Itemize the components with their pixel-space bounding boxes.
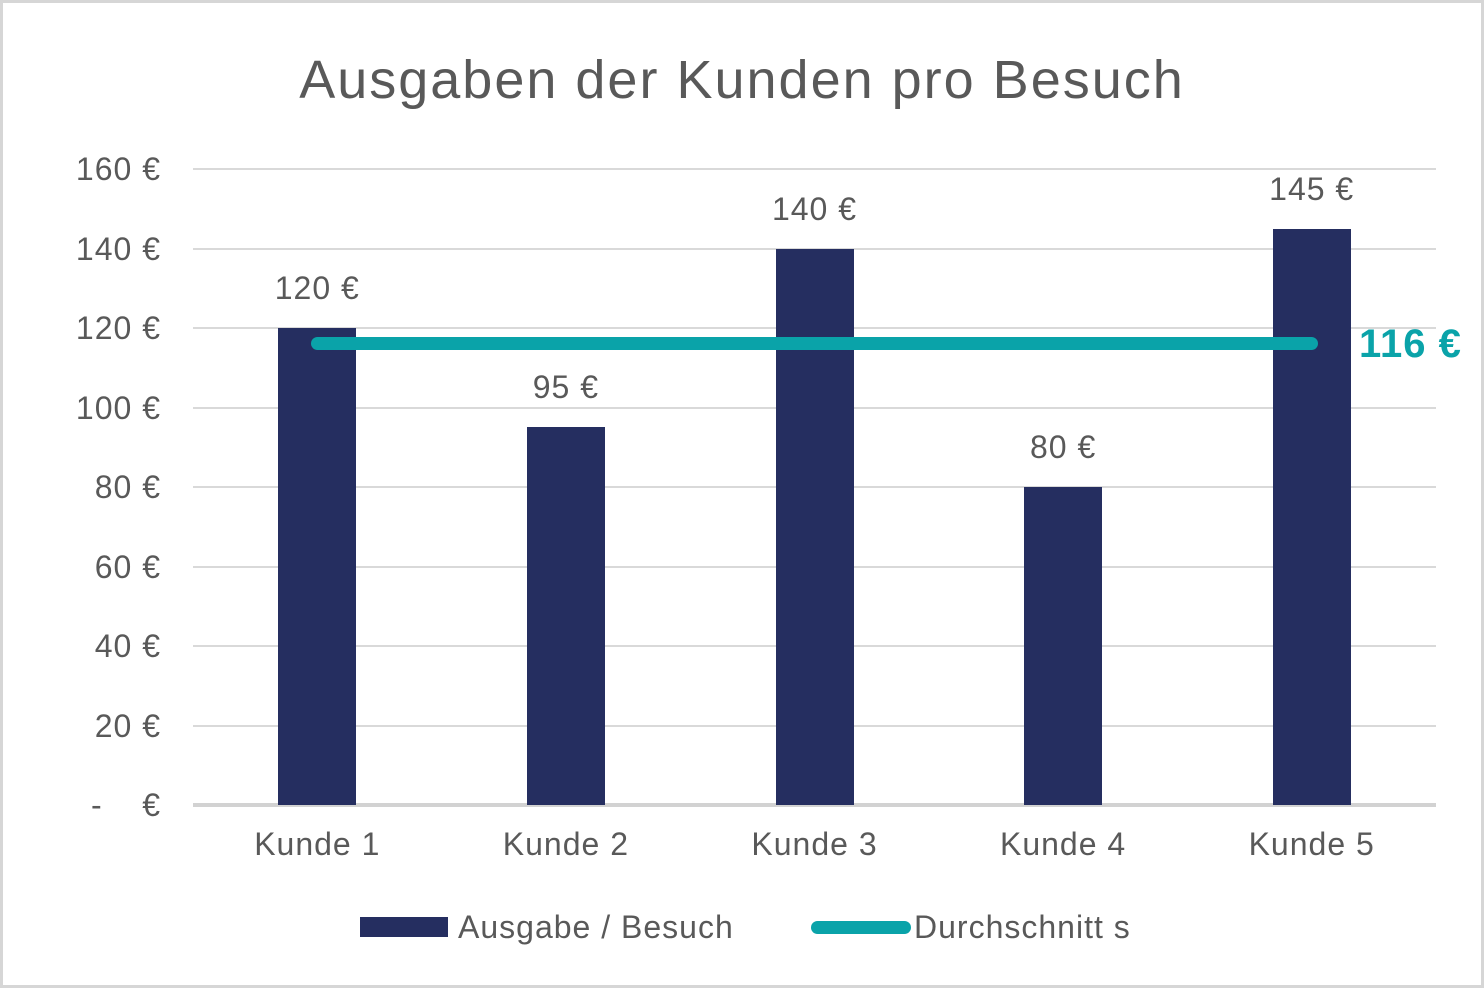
y-axis-tick-label: - € (90, 787, 161, 823)
y-axis-tick-label: 60 € (94, 548, 161, 585)
bar-value-label: 145 € (1269, 170, 1355, 207)
legend-item-ausgabe: Ausgabe / Besuch (360, 907, 734, 947)
legend-label-ausgabe: Ausgabe / Besuch (458, 908, 734, 945)
x-axis-line (193, 803, 1436, 807)
x-axis-category-label: Kunde 2 (502, 826, 629, 862)
chart-title: Ausgaben der Kunden pro Besuch (299, 50, 1185, 110)
bar-kunde-1 (278, 328, 357, 805)
plot-area: - € 20 € 40 € 60 € 80 € 100 € 120 € 140 € 160 € 1… (3, 3, 1481, 985)
legend-label-durchschnitt: Durchschnitt s (914, 908, 1131, 945)
bar-kunde-2 (526, 427, 605, 805)
y-axis-tick-label: 20 € (94, 707, 161, 744)
x-axis-category-label: Kunde 1 (254, 826, 381, 862)
x-axis-category-label: Kunde 5 (1248, 826, 1375, 862)
y-axis-tick-label: 100 € (75, 389, 161, 426)
y-axis-tick-label: 80 € (94, 469, 161, 505)
bar-kunde-5 (1272, 228, 1351, 805)
legend-bar-swatch-icon (360, 917, 448, 937)
bar-kunde-3 (775, 248, 854, 805)
bar-value-label: 120 € (274, 270, 360, 306)
y-axis-tick-label: 40 € (94, 628, 161, 664)
legend-line-swatch-icon (811, 920, 911, 934)
bar-value-label: 140 € (771, 190, 858, 227)
bar-value-label: 95 € (532, 369, 600, 406)
bar-kunde-4 (1024, 487, 1103, 805)
legend-item-durchschnitt: Durchschnitt s (811, 907, 1131, 947)
y-axis-tick-label: 160 € (75, 151, 161, 187)
y-axis-tick-label: 120 € (75, 310, 161, 346)
x-axis-category-label: Kunde 4 (999, 826, 1127, 862)
average-line (310, 337, 1319, 351)
y-axis-tick-label: 140 € (75, 230, 161, 267)
average-value-label: 116 € (1359, 322, 1462, 366)
bar-value-label: 80 € (1029, 429, 1097, 465)
x-axis-category-label: Kunde 3 (751, 826, 878, 862)
gridline (193, 168, 1436, 170)
